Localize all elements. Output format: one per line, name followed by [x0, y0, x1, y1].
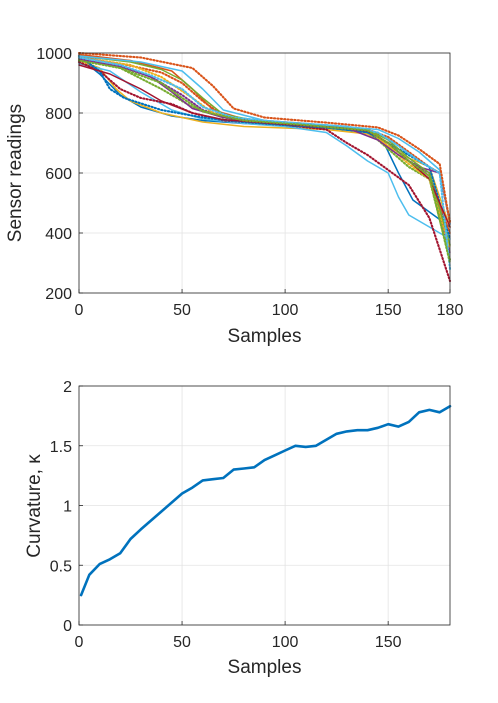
x-tick-label: 100: [272, 634, 299, 651]
series-line-14: [78, 55, 451, 225]
curvature-chart: 0 50 100 150 0 0.5 1 1.5 2 Samples Curvature, κ: [24, 379, 452, 678]
series-lines: [77, 51, 452, 283]
series-lines: [79, 405, 452, 597]
series-line-0: [79, 405, 452, 597]
y-tick-label: 1: [63, 499, 72, 516]
y-tick-label: 1000: [36, 46, 72, 63]
ticks: 0 50 100 150 180 200 400 600 800 1000: [36, 46, 463, 319]
series-line-2: [78, 59, 451, 228]
y-tick-label: 800: [45, 106, 72, 123]
x-axis-label: Samples: [228, 657, 302, 678]
x-tick-label: 100: [272, 302, 299, 319]
y-axis-label: Curvature, κ: [24, 454, 45, 558]
x-tick-label: 50: [173, 634, 191, 651]
series-line-7: [77, 54, 452, 241]
series-line-15: [77, 51, 452, 226]
x-tick-label: 150: [375, 302, 402, 319]
ticks: 0 50 100 150 0 0.5 1 1.5 2: [50, 379, 402, 651]
x-tick-label: 0: [75, 634, 84, 651]
y-tick-label: 0: [63, 618, 72, 635]
y-tick-label: 2: [63, 379, 72, 396]
x-tick-label: 50: [173, 302, 191, 319]
y-tick-label: 400: [45, 226, 72, 243]
x-tick-label: 0: [75, 302, 84, 319]
y-tick-label: 600: [45, 166, 72, 183]
y-axis-label: Sensor readings: [5, 104, 26, 242]
series-line-16: [77, 59, 452, 265]
sensor-readings-chart: 0 50 100 150 180 200 400 600 800 1000 Samples Sen…: [5, 46, 463, 347]
series-line-5: [78, 62, 451, 240]
y-tick-label: 1.5: [50, 439, 72, 456]
y-tick-label: 0.5: [50, 558, 72, 575]
x-tick-label: 150: [375, 634, 402, 651]
x-axis-label: Samples: [228, 326, 302, 347]
y-tick-label: 200: [45, 286, 72, 303]
x-tick-label: 180: [437, 302, 464, 319]
